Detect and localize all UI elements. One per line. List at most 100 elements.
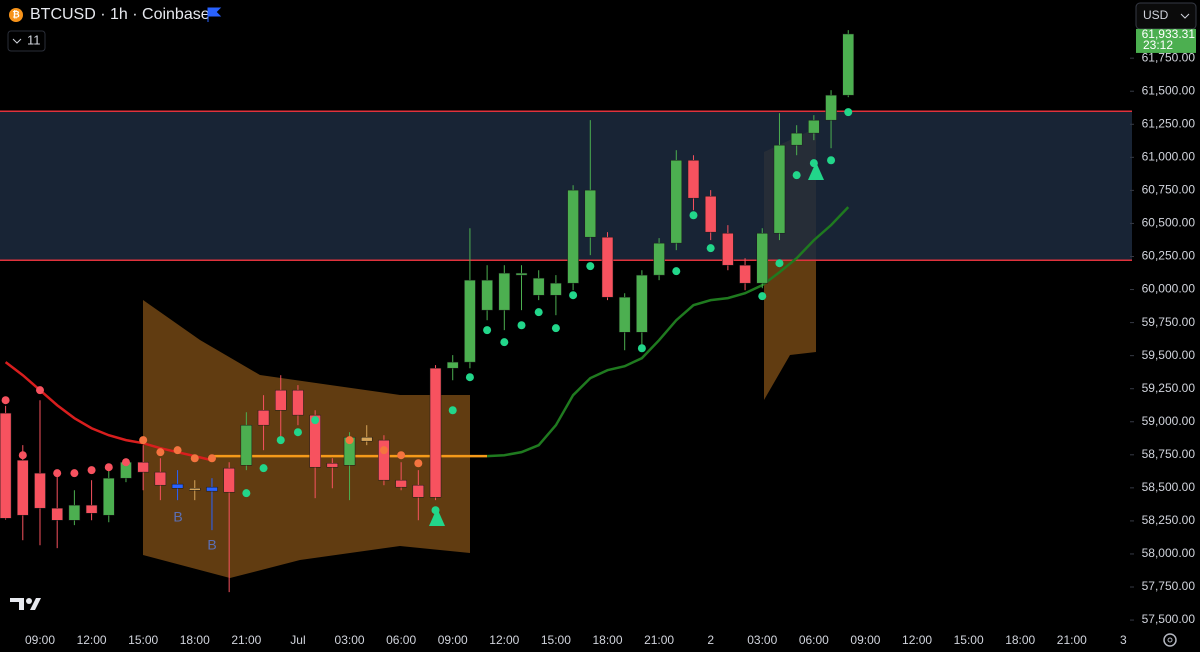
candle-body — [618, 296, 631, 333]
y-tick-label: 59,750.00 — [1142, 315, 1196, 329]
signal-dot — [173, 446, 182, 455]
candle-body — [292, 389, 304, 416]
signal-dot — [517, 321, 526, 330]
signal-dot — [35, 386, 44, 395]
signal-dot — [672, 267, 681, 276]
y-tick-label: 58,500.00 — [1142, 480, 1196, 494]
signal-dot — [397, 451, 406, 460]
flag-icon[interactable] — [207, 7, 222, 22]
signal-dot — [53, 469, 62, 478]
candle-body — [171, 483, 184, 489]
signal-dot — [345, 436, 354, 445]
last-price-label: 61,933.31 — [1142, 27, 1196, 41]
x-tick-label: 12:00 — [77, 633, 107, 647]
y-tick-label: 58,000.00 — [1142, 546, 1196, 560]
x-tick-label: 03:00 — [335, 633, 365, 647]
y-tick-label: 59,500.00 — [1142, 348, 1196, 362]
x-tick-label: 15:00 — [541, 633, 571, 647]
signal-dot — [483, 326, 492, 335]
chevron — [12, 38, 22, 44]
x-tick-label: 3 — [1120, 633, 1127, 647]
symbol-title[interactable]: BTCUSD · 1h · Coinbase — [30, 6, 210, 23]
candle-body — [189, 488, 201, 491]
candle-body — [515, 272, 528, 276]
x-tick-label: 09:00 — [438, 633, 468, 647]
signal-dot — [87, 466, 96, 475]
y-tick-label: 57,750.00 — [1142, 579, 1196, 593]
candle-body — [532, 277, 545, 296]
candle-body — [790, 132, 803, 146]
plot-area — [0, 111, 1132, 578]
buy-triangle — [429, 508, 445, 526]
candle-body — [808, 119, 820, 134]
candle-body — [395, 479, 407, 488]
signal-dot — [448, 406, 457, 415]
indicator-count: 11 — [27, 32, 41, 47]
signal-dot — [379, 446, 388, 455]
signal-dot — [465, 373, 474, 382]
candle-body — [498, 272, 511, 311]
candle-body — [704, 195, 717, 233]
y-tick-label: 60,750.00 — [1142, 183, 1196, 197]
y-tick-label: 59,250.00 — [1142, 381, 1196, 395]
x-tick-label: 18:00 — [180, 633, 210, 647]
candle-body — [34, 472, 46, 509]
y-tick-label: 58,250.00 — [1142, 513, 1196, 527]
y-tick-label: 61,250.00 — [1142, 116, 1196, 130]
candle-body — [756, 232, 769, 284]
signal-dot — [18, 451, 27, 460]
candle-body — [429, 367, 442, 498]
candle-body — [584, 189, 597, 238]
signal-dot — [70, 469, 79, 478]
signal-dot — [259, 464, 268, 473]
candle-body — [51, 507, 63, 521]
candle-body — [309, 414, 321, 468]
y-tick-label: 61,750.00 — [1142, 50, 1196, 64]
signal-dot — [190, 454, 199, 463]
candle-body — [223, 467, 235, 493]
tv-logo — [10, 598, 41, 610]
candle-body — [326, 463, 339, 468]
candle-body — [653, 242, 665, 276]
signal-dot — [792, 171, 801, 180]
x-tick-label: 03:00 — [747, 633, 777, 647]
y-tick-label: 61,000.00 — [1142, 150, 1196, 164]
candle-body — [17, 459, 29, 516]
signal-dot — [758, 292, 767, 301]
resistance-zone — [0, 111, 1132, 261]
candle-body — [257, 409, 270, 426]
candle-body — [0, 412, 12, 519]
x-tick-label: 21:00 — [231, 633, 261, 647]
x-tick-label: 18:00 — [592, 633, 622, 647]
indicator-toggle[interactable] — [7, 30, 46, 52]
x-tick-label: 21:00 — [644, 633, 674, 647]
x-tick-label: 18:00 — [1005, 633, 1035, 647]
x-tick-label: 06:00 — [386, 633, 416, 647]
signal-dot — [156, 448, 165, 457]
candle-body — [550, 282, 562, 296]
candle-body — [412, 484, 425, 498]
y-tick-label: 58,750.00 — [1142, 447, 1196, 461]
settings-icon[interactable] — [1163, 633, 1177, 647]
candle-body — [137, 461, 149, 473]
btc-icon — [9, 8, 23, 22]
signal-dot — [706, 244, 715, 253]
signal-dot — [689, 211, 698, 220]
signal-dot — [775, 259, 784, 268]
signal-dot — [207, 454, 216, 463]
candle-body — [739, 264, 751, 284]
signal-dot — [569, 291, 578, 300]
candle-body — [360, 436, 373, 442]
candle-body — [722, 232, 734, 266]
candle-body — [636, 274, 648, 333]
x-tick-label: 2 — [707, 633, 714, 647]
signal-dot — [500, 338, 509, 347]
signal-dot — [809, 159, 818, 168]
candle-body — [68, 504, 81, 521]
buy-triangle — [808, 162, 824, 180]
signal-dot — [293, 428, 302, 437]
signal-dot — [276, 436, 285, 445]
candle-body — [567, 189, 579, 284]
